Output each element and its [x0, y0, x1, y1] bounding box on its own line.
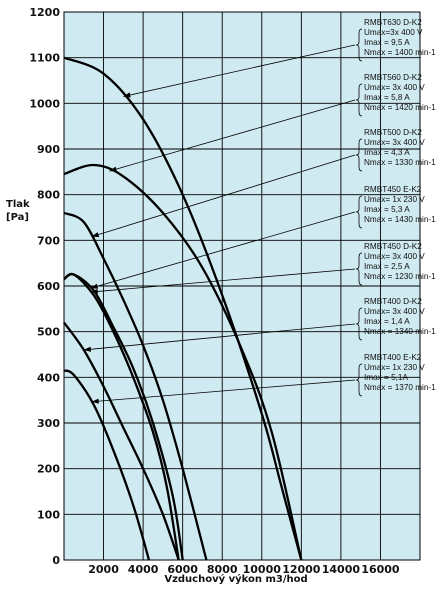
- y-tick-label: 1100: [29, 52, 60, 65]
- x-tick-label: 6000: [167, 563, 198, 576]
- x-tick-label: 14000: [322, 563, 361, 576]
- series-spec: Umax= 3x 400 V: [364, 252, 425, 261]
- series-spec: Nmax = 1230 min-1: [364, 272, 436, 281]
- grid: [64, 12, 420, 560]
- arrow-head: [109, 166, 117, 172]
- brace: [355, 138, 363, 172]
- series-spec: Nmax = 1400 min-1: [364, 48, 436, 57]
- annotation-arrow: [90, 268, 356, 293]
- series-spec: Imax = 5,8 A: [364, 93, 410, 102]
- series-label: RMBT400 D-K2: [364, 297, 422, 306]
- brace: [355, 307, 363, 341]
- arrow-head: [83, 346, 91, 352]
- series-spec: Umax= 3x 400 V: [364, 307, 425, 316]
- series-spec: Imax = 2,5 A: [364, 262, 410, 271]
- y-axis-label-line2: [Pa]: [6, 212, 29, 223]
- series-spec: Umax= 3x 400 V: [364, 83, 425, 92]
- annotation-arrows: [83, 28, 363, 404]
- series-spec: Imax = 5,1A: [364, 373, 408, 382]
- series-spec: Umax= 1x 230 V: [364, 195, 425, 204]
- brace: [355, 363, 363, 397]
- x-tick-label: 16000: [361, 563, 400, 576]
- tick-labels: 0 100 200 300 400 500 600 700 800 900 1000 1100 1200…: [29, 6, 400, 576]
- arrow-head: [91, 398, 99, 404]
- x-tick-label: 8000: [207, 563, 238, 576]
- y-tick-label: 1000: [29, 97, 60, 110]
- series-spec: Umax= 1x 230 V: [364, 363, 425, 372]
- y-tick-label: 800: [37, 189, 60, 202]
- series-label: RMBT400 E-K2: [364, 353, 422, 362]
- brace: [355, 28, 363, 62]
- y-tick-label: 900: [37, 143, 60, 156]
- series-spec: Umax=3x 400 V: [364, 28, 423, 37]
- y-tick-label: 300: [37, 417, 60, 430]
- y-tick-label: 500: [37, 326, 60, 339]
- annotation-arrow: [109, 99, 356, 172]
- y-tick-label: 100: [37, 508, 60, 521]
- y-tick-label: 600: [37, 280, 60, 293]
- series-label: RMBT450 D-K2: [364, 242, 422, 251]
- series-spec: Imax = 5,3 A: [364, 205, 410, 214]
- curve-rmbt500-d-k2: [63, 211, 208, 561]
- series-spec: Nmax = 1330 min-1: [364, 158, 436, 167]
- annotation-arrow: [90, 211, 356, 289]
- series-spec: Imax = 1,4 A: [364, 317, 410, 326]
- x-tick-label: 10000: [243, 563, 282, 576]
- y-tick-label: 1200: [29, 6, 60, 19]
- series-label: RMBT560 D-K2: [364, 73, 422, 82]
- series-spec: Umax= 3x 400 V: [364, 138, 425, 147]
- arrow-head: [90, 288, 98, 295]
- y-tick-label: 400: [37, 371, 60, 384]
- brace: [355, 83, 363, 117]
- series-spec: Imax = 9,5 A: [364, 38, 410, 47]
- curve-rmbt630-d-k2: [63, 56, 303, 561]
- brace: [355, 252, 363, 286]
- brace: [355, 195, 363, 229]
- series-spec: Nmax = 1370 min-1: [364, 383, 436, 392]
- arrow-head: [91, 232, 100, 238]
- annotation-arrow: [123, 44, 356, 97]
- x-axis-label: Vzduchový výkon m3/hod: [164, 573, 307, 585]
- series-spec: Nmax = 1430 min-1: [364, 215, 436, 224]
- arrow-head: [90, 283, 99, 289]
- annotation-arrow: [91, 379, 356, 403]
- series-label: RMBT630 D-K2: [364, 18, 422, 27]
- y-tick-label: 0: [52, 554, 60, 567]
- x-tick-label: 2000: [88, 563, 119, 576]
- curve-rmbt450-d-k2: [63, 272, 180, 561]
- series-spec: Nmax = 1340 min-1: [364, 327, 436, 336]
- annotation-arrow: [83, 323, 356, 351]
- series-spec: Nmax = 1420 min-1: [364, 103, 436, 112]
- y-tick-label: 700: [37, 234, 60, 247]
- x-tick-label: 12000: [282, 563, 321, 576]
- curve-rmbt400-e-k2: [63, 369, 151, 561]
- curves: [63, 56, 303, 561]
- y-tick-label: 200: [37, 463, 60, 476]
- x-tick-label: 4000: [128, 563, 159, 576]
- series-label: RMBT500 D-K2: [364, 128, 422, 137]
- annotation-arrow: [91, 154, 356, 238]
- series-spec: Imax = 4,3 A: [364, 148, 410, 157]
- series-label: RMBT450 E-K2: [364, 185, 422, 194]
- curve-rmbt560-d-k2: [63, 163, 303, 561]
- y-axis-label-line1: Tlak: [6, 199, 30, 210]
- arrow-head: [123, 92, 131, 98]
